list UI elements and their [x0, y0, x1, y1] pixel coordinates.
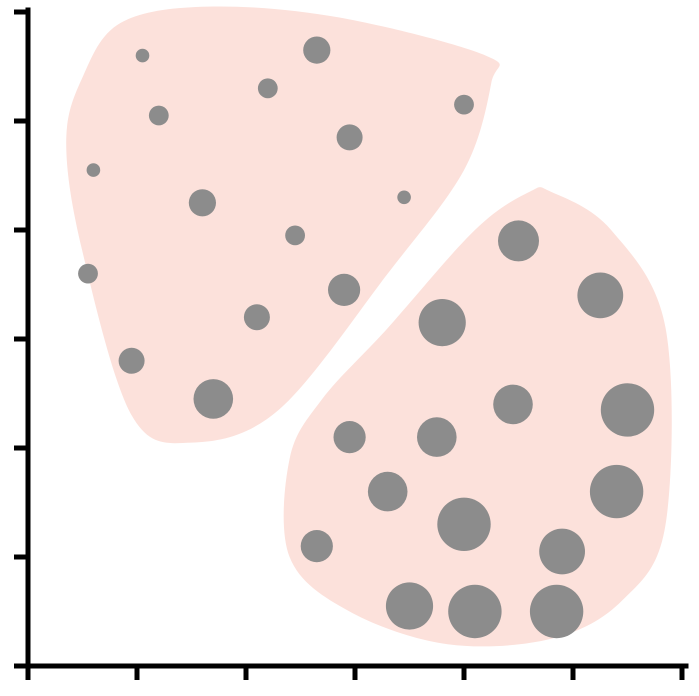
data-point: [328, 273, 361, 306]
data-point: [86, 163, 101, 177]
data-point: [78, 263, 98, 284]
data-point: [417, 417, 457, 457]
data-point: [589, 464, 644, 519]
data-point: [448, 584, 502, 639]
data-point: [437, 497, 491, 551]
data-point: [397, 190, 411, 205]
data-point: [336, 124, 363, 151]
data-point: [188, 189, 216, 217]
data-point: [333, 421, 366, 454]
data-point: [148, 105, 169, 126]
data-point: [118, 347, 145, 374]
data-point: [498, 220, 539, 262]
data-point: [454, 94, 474, 115]
data-point: [300, 530, 333, 563]
cluster-region-1: [66, 6, 500, 444]
data-point: [577, 272, 624, 319]
axes-layer: [14, 7, 689, 680]
data-point: [600, 383, 655, 437]
data-point: [529, 584, 584, 639]
points-layer: [78, 36, 655, 639]
data-point: [257, 78, 278, 99]
data-point: [135, 48, 150, 63]
data-point: [418, 299, 466, 347]
data-point: [243, 304, 270, 331]
data-point: [493, 384, 533, 425]
data-point: [285, 225, 305, 246]
data-point: [367, 471, 408, 512]
regions-layer: [66, 6, 672, 647]
data-point: [193, 379, 234, 419]
data-point: [303, 36, 331, 64]
data-point: [385, 582, 434, 630]
cluster-region-2: [283, 187, 672, 647]
data-point: [539, 528, 585, 575]
